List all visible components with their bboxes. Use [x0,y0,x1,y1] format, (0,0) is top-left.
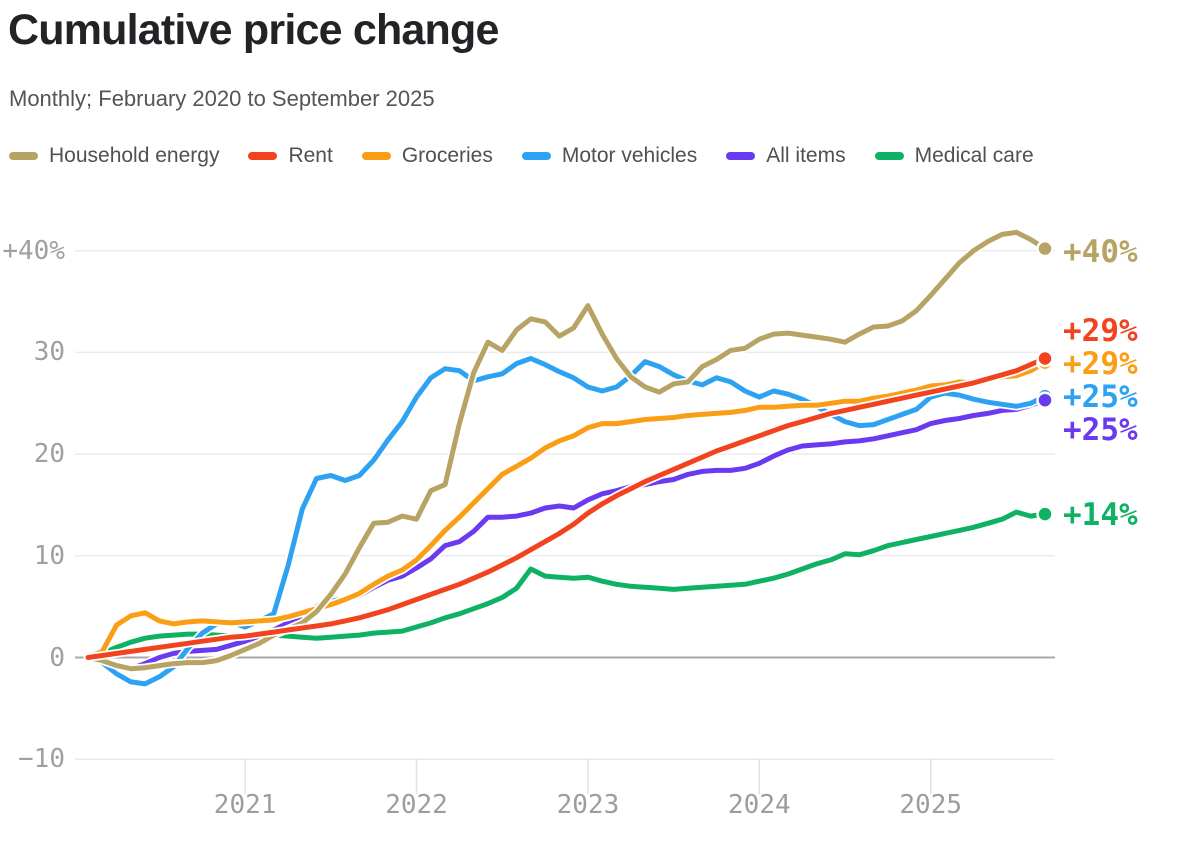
legend-swatch-groceries [361,152,391,160]
end-dot-household-energy [1036,239,1054,258]
end-label-motor-vehicles: +25% [1063,379,1138,415]
legend-item-all-items: All items [726,144,846,168]
legend-label: Rent [288,144,333,167]
legend-swatch-medical-care [874,152,904,160]
end-label-medical-care: +14% [1063,497,1138,533]
legend-item-rent: Rent [248,144,333,168]
legend-swatch-all-items [726,152,756,160]
legend-label: Medical care [914,144,1034,167]
legend-item-motor-vehicles: Motor vehicles [521,144,698,168]
legend-label: Groceries [401,144,493,167]
x-axis-label: 2024 [728,790,791,820]
chart-title: Cumulative price change [8,6,499,54]
y-axis-label: +40% [2,235,65,266]
series-line-rent [85,356,1048,660]
y-axis-label: 30 [33,337,65,368]
end-label-groceries: +29% [1063,346,1138,382]
chart-subtitle: Monthly; February 2020 to September 2025 [9,86,435,111]
x-axis-label: 2023 [556,790,620,820]
end-label-household-energy: +40% [1063,234,1138,270]
legend-swatch-motor-vehicles [521,152,551,160]
series-line-household-energy [85,229,1048,672]
end-dot-all-items [1036,391,1054,409]
end-dot-rent [1036,349,1054,368]
y-axis-label: 20 [33,439,65,470]
x-axis-label: 2025 [899,790,963,820]
end-label-rent: +29% [1063,313,1138,349]
x-axis-label: 2021 [213,790,277,820]
series-line-groceries [85,360,1048,660]
x-axis-label: 2022 [385,790,448,820]
legend-label: All items [766,144,846,167]
legend: Household energy Rent Groceries Motor vehic… [9,144,1034,168]
y-axis-label: 0 [49,642,65,673]
legend-swatch-rent [248,152,278,160]
legend-item-medical-care: Medical care [874,144,1034,168]
y-axis-label: −10 [18,744,65,775]
end-dot-medical-care [1036,505,1054,523]
legend-swatch-household-energy [9,152,38,160]
series-line-all-items [85,397,1048,672]
legend-label: Motor vehicles [561,144,698,167]
legend-label: Household energy [49,144,220,167]
y-axis-label: 10 [33,540,65,571]
end-label-all-items: +25% [1063,412,1138,448]
series-line-casing-household-energy [83,228,1050,673]
legend-item-household-energy: Household energy [9,144,219,168]
legend-item-groceries: Groceries [361,144,493,168]
